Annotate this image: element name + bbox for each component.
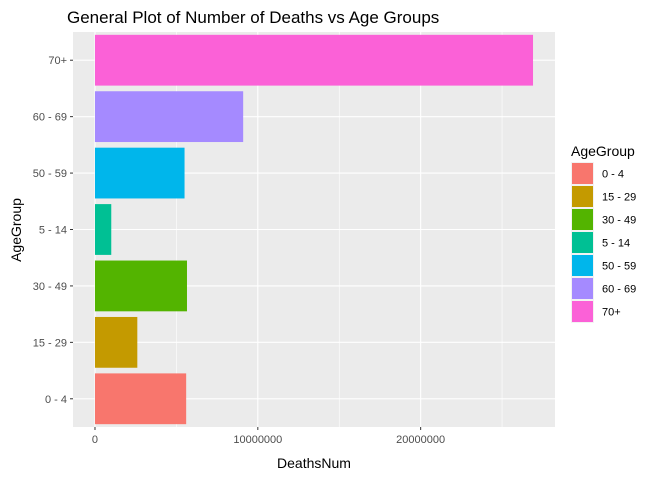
bar-50-59 [94,147,185,199]
x-tick-label: 0 [92,434,98,446]
legend-swatch [572,255,593,276]
legend-label: 60 - 69 [602,284,636,296]
bar-0-4 [94,373,187,425]
legend-label: 15 - 29 [602,192,636,204]
legend-swatch [572,301,593,322]
bar-15-29 [94,316,138,368]
y-tick-label: 5 - 14 [39,225,67,237]
bar-60-69 [94,91,244,143]
bars [94,34,534,425]
x-axis-title: DeathsNum [277,455,351,471]
legend-label: 5 - 14 [602,238,630,250]
legend: AgeGroup 0 - 4 15 - 29 30 - 49 5 - 14 50 - 5… [571,143,636,323]
y-tick-label: 0 - 4 [45,394,67,406]
legend-label: 30 - 49 [602,215,636,227]
y-tick-label: 15 - 29 [33,337,67,349]
legend-label: 50 - 59 [602,261,636,273]
legend-swatch [572,163,593,184]
bar-70plus [94,34,534,86]
y-tick-label: 50 - 59 [33,168,67,180]
x-tick-label: 20000000 [396,434,445,446]
x-axis: 0 10000000 20000000 [92,427,445,446]
y-tick-label: 70+ [48,55,67,67]
legend-swatch [572,232,593,253]
legend-title: AgeGroup [571,143,635,159]
bar-5-14 [94,204,112,255]
x-tick-label: 10000000 [233,434,282,446]
legend-label: 70+ [602,307,621,319]
y-axis-title: AgeGroup [8,198,24,262]
legend-label: 0 - 4 [602,169,624,181]
chart-title: General Plot of Number of Deaths vs Age … [67,8,439,27]
y-tick-label: 30 - 49 [33,281,67,293]
legend-swatch [572,186,593,207]
legend-swatch [572,278,593,299]
bar-30-49 [94,260,187,312]
y-axis: 0 - 4 15 - 29 30 - 49 5 - 14 50 - 59 60 - 69 7… [33,55,73,406]
legend-swatch [572,209,593,230]
y-tick-label: 60 - 69 [33,112,67,124]
